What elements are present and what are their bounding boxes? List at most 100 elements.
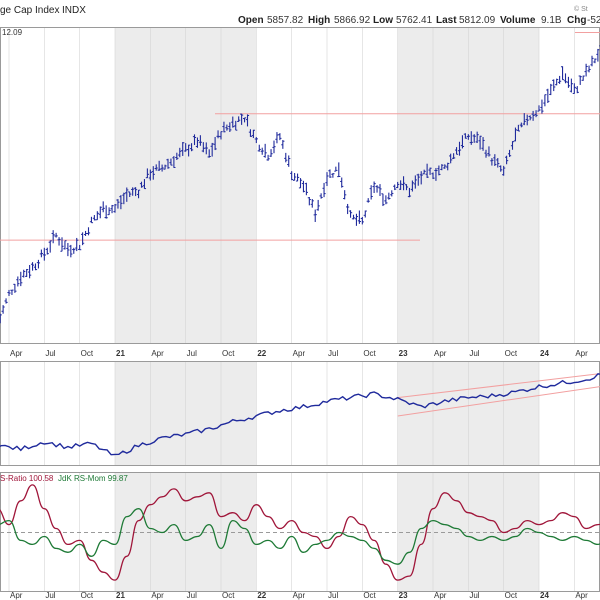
price-bar — [428, 167, 432, 175]
price-bar — [113, 203, 117, 213]
x-tick-label-top: Apr — [575, 349, 588, 358]
price-bar — [251, 129, 255, 139]
relative-strength-line — [0, 373, 600, 456]
price-bar — [513, 127, 518, 142]
price-bar — [543, 94, 547, 107]
price-bars — [0, 45, 600, 324]
price-bar — [125, 187, 129, 202]
price-bar — [101, 201, 105, 213]
rs-momentum-line — [0, 508, 600, 565]
price-bar — [269, 149, 273, 157]
price-bar — [360, 216, 364, 225]
source-mark: © St — [574, 5, 588, 13]
price-bar — [128, 191, 132, 198]
price-bar — [558, 75, 562, 84]
price-bar — [272, 140, 276, 154]
price-bar — [72, 247, 76, 254]
price-bar — [499, 165, 503, 172]
price-bar — [163, 164, 167, 170]
price-bar — [313, 209, 317, 222]
x-tick-label-bottom: Jul — [45, 591, 55, 600]
price-bar — [531, 110, 535, 121]
rs-trend-channel — [397, 373, 600, 417]
price-bar — [10, 289, 14, 295]
price-bar — [507, 149, 512, 157]
price-bar — [563, 73, 568, 84]
price-bar — [139, 181, 144, 188]
price-bar — [160, 164, 164, 172]
price-bar — [343, 190, 347, 200]
price-bar — [475, 131, 479, 144]
price-bar — [434, 167, 438, 181]
price-bar — [278, 133, 282, 141]
price-bar — [393, 184, 397, 191]
price-bar — [331, 173, 335, 178]
price-bar — [425, 163, 429, 178]
price-bar — [478, 135, 482, 150]
price-bar — [378, 184, 382, 197]
price-bar — [33, 263, 38, 271]
price-bar — [354, 213, 359, 226]
price-bar — [63, 240, 67, 250]
price-bar — [204, 142, 208, 155]
price-bar — [510, 141, 515, 150]
price-bar — [596, 48, 600, 62]
price-bar — [390, 190, 394, 197]
x-tick-label-bottom: Apr — [293, 591, 306, 600]
x-tick-label-bottom: 23 — [399, 591, 408, 600]
price-bar — [245, 114, 250, 127]
price-bar — [207, 149, 211, 158]
price-bar — [560, 66, 565, 81]
price-bar — [584, 63, 588, 77]
price-bar — [157, 160, 161, 171]
price-bar — [316, 199, 320, 211]
price-bar — [481, 137, 485, 151]
price-bar — [148, 169, 152, 181]
x-tick-label-bottom: 24 — [540, 591, 549, 600]
price-bar — [340, 177, 344, 188]
x-tick-label-bottom: Oct — [363, 591, 376, 600]
rs-mom-legend: JdK RS-Mom 99.87 — [58, 474, 128, 483]
price-bar — [466, 134, 470, 140]
x-tick-label-bottom: Oct — [81, 591, 94, 600]
price-bar — [51, 230, 55, 244]
price-bar — [484, 149, 488, 158]
price-bar — [416, 173, 420, 186]
price-bar — [234, 120, 238, 131]
channel-lower — [397, 386, 600, 417]
price-bar — [490, 158, 494, 166]
price-bar — [175, 152, 179, 161]
price-bar — [396, 181, 400, 189]
price-bar — [54, 232, 58, 238]
price-bar — [469, 131, 473, 145]
price-bar — [351, 214, 356, 220]
x-tick-label-bottom: 22 — [257, 591, 266, 600]
price-bar — [460, 135, 465, 149]
price-bar — [443, 164, 447, 169]
index-title: ge Cap Index — [0, 5, 60, 16]
price-bar — [578, 75, 582, 85]
price-bar — [369, 185, 373, 200]
price-bar — [36, 259, 41, 269]
price-bar — [363, 210, 367, 218]
price-bar — [4, 298, 8, 304]
price-bar — [454, 147, 459, 155]
price-bar — [136, 189, 141, 199]
price-bar — [275, 132, 279, 144]
price-bar — [122, 192, 126, 205]
price-bar — [48, 240, 52, 253]
rs-ratio-legend: S-Ratio 100.58 — [0, 474, 54, 483]
price-bar — [30, 262, 35, 271]
x-tick-label-top: Oct — [363, 349, 376, 358]
price-bar — [0, 313, 2, 324]
price-bar — [263, 143, 267, 158]
price-bar — [419, 171, 423, 185]
price-bar — [39, 249, 43, 258]
price-bar — [487, 146, 491, 157]
price-bar — [366, 198, 370, 203]
price-bar — [266, 154, 270, 161]
price-bar — [110, 204, 114, 214]
last-value: 5812.09 — [459, 15, 496, 26]
price-bar — [16, 276, 20, 287]
high-value: 5866.92 — [334, 15, 371, 26]
